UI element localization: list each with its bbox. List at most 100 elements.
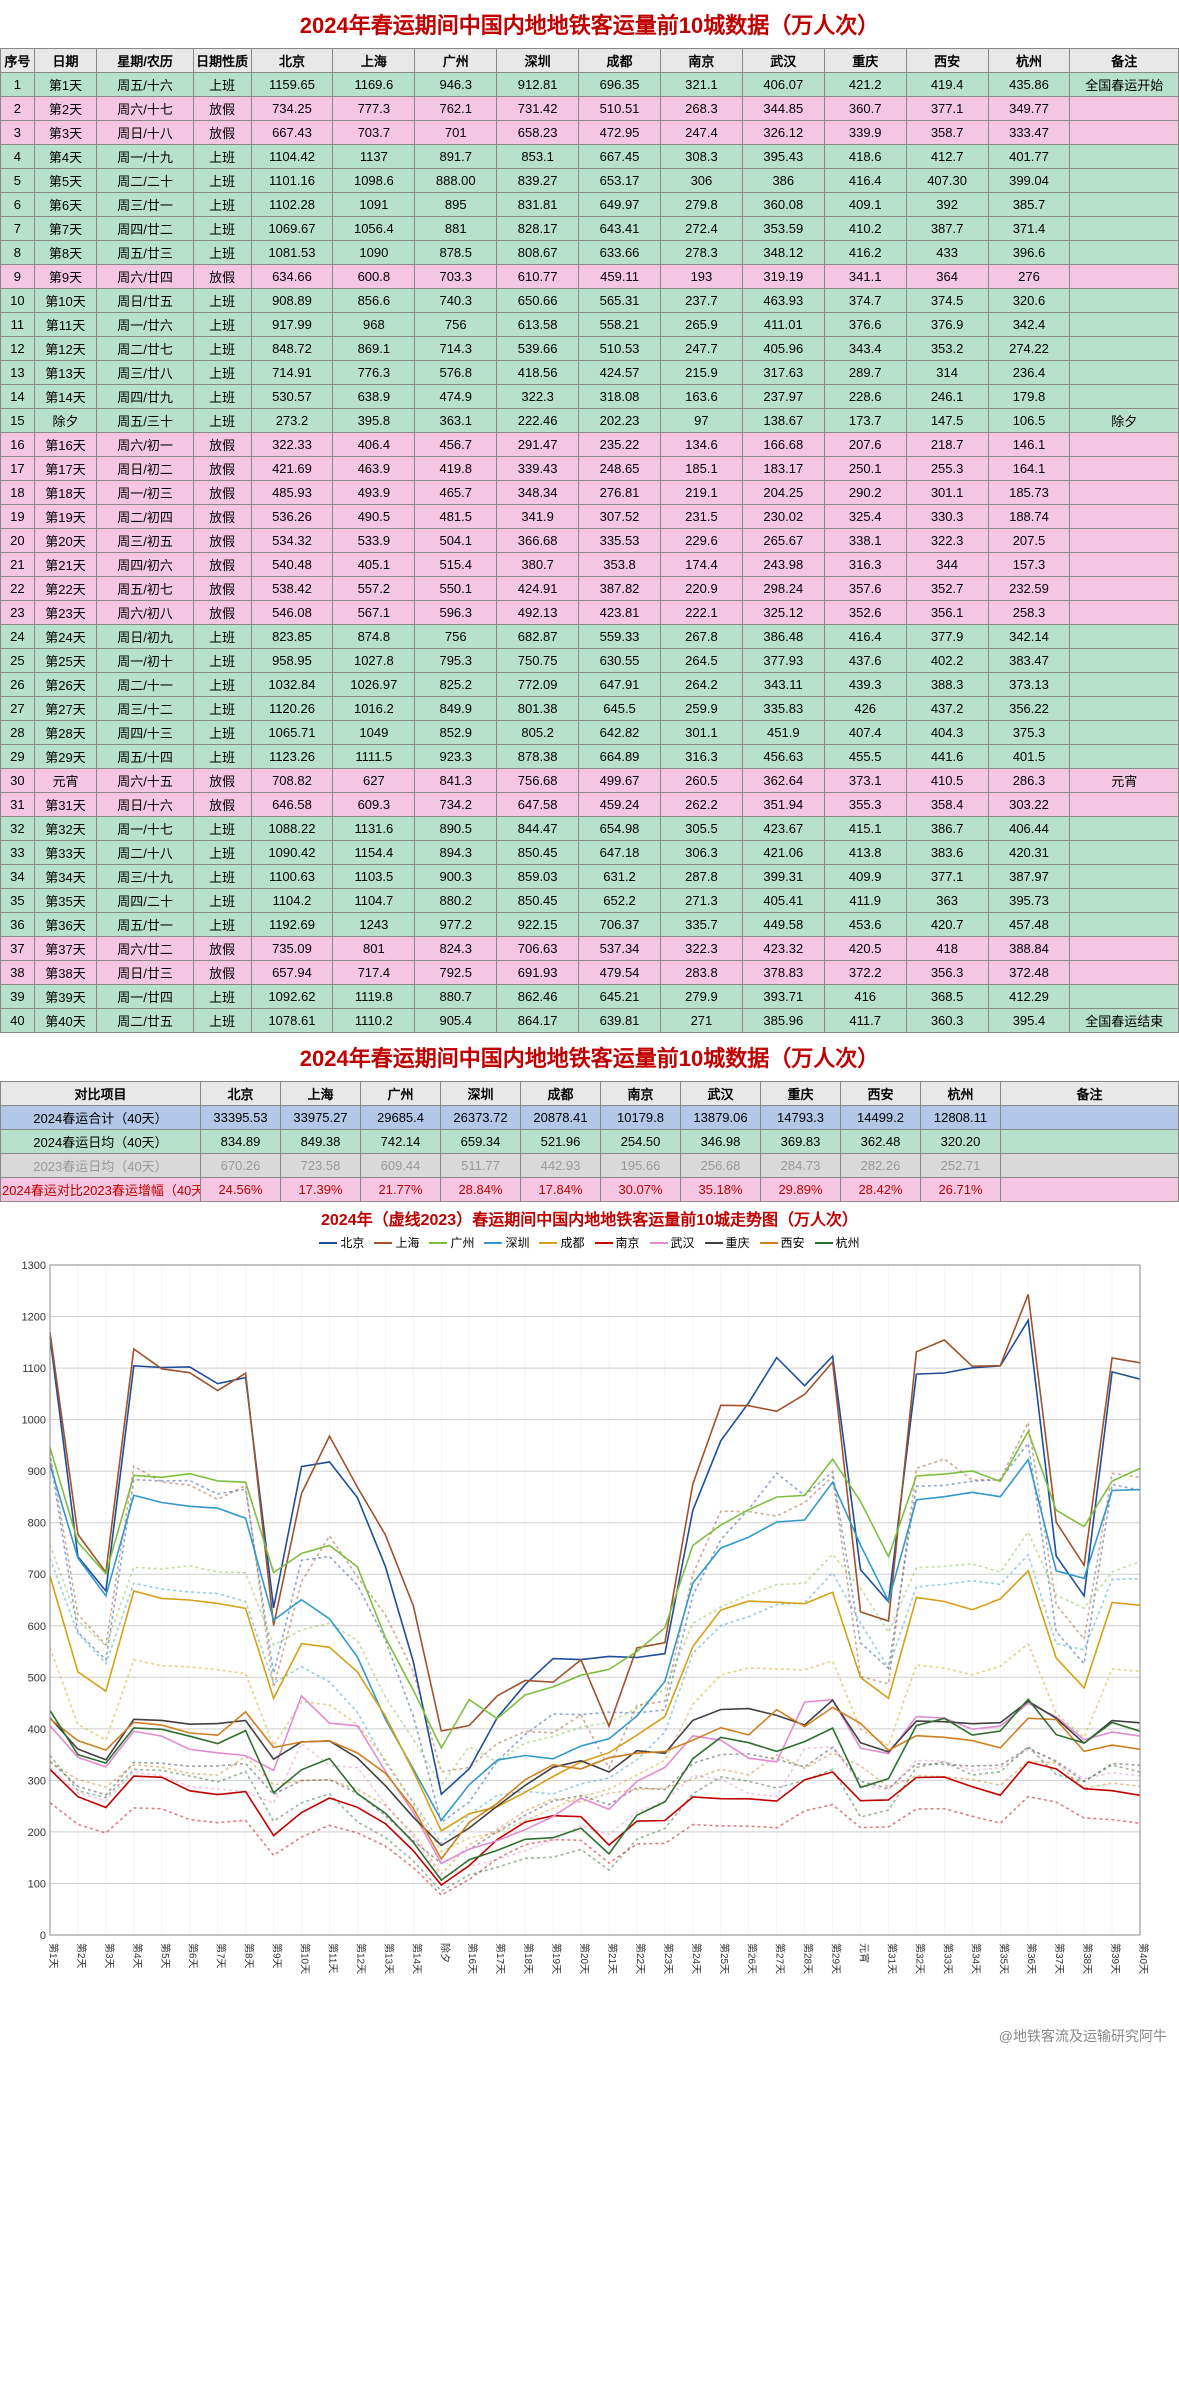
- col-header: 日期: [34, 49, 97, 73]
- table-row: 30元宵周六/十五放假708.82627841.3756.68499.67260…: [1, 769, 1179, 793]
- col-header: 深圳: [441, 1082, 521, 1106]
- main-title: 2024年春运期间中国内地地铁客运量前10城数据（万人次）: [0, 0, 1179, 48]
- col-header: 对比项目: [1, 1082, 201, 1106]
- chart-svg: 0100200300400500600700800900100011001200…: [10, 1255, 1150, 2015]
- col-header: 序号: [1, 49, 35, 73]
- chart-title: 2024年（虚线2023）春运期间中国内地地铁客运量前10城走势图（万人次）: [10, 1206, 1170, 1230]
- summary-title: 2024年春运期间中国内地地铁客运量前10城数据（万人次）: [0, 1033, 1179, 1081]
- col-header: 上海: [281, 1082, 361, 1106]
- svg-text:第39天: 第39天: [1109, 1943, 1122, 1974]
- legend-item: 成都: [539, 1234, 584, 1251]
- table-row: 29第29天周五/十四上班1123.261111.5923.3878.38664…: [1, 745, 1179, 769]
- table-row: 2024春运日均（40天）834.89849.38742.14659.34521…: [1, 1130, 1179, 1154]
- table-row: 37第37天周六/廿二放假735.09801824.3706.63537.343…: [1, 937, 1179, 961]
- table-row: 27第27天周三/十二上班1120.261016.2849.9801.38645…: [1, 697, 1179, 721]
- svg-text:300: 300: [27, 1775, 45, 1787]
- table-row: 2024春运合计（40天）33395.5333975.2729685.42637…: [1, 1106, 1179, 1130]
- col-header: 杭州: [921, 1082, 1001, 1106]
- svg-text:1300: 1300: [21, 1260, 45, 1272]
- table-row: 40第40天周二/廿五上班1078.611110.2905.4864.17639…: [1, 1009, 1179, 1033]
- table-row: 21第21天周四/初六放假540.48405.1515.4380.7353.81…: [1, 553, 1179, 577]
- table-row: 4第4天周一/十九上班1104.421137891.7853.1667.4530…: [1, 145, 1179, 169]
- table-row: 36第36天周五/廿一上班1192.691243977.2922.15706.3…: [1, 913, 1179, 937]
- col-header: 武汉: [681, 1082, 761, 1106]
- legend-item: 杭州: [815, 1234, 860, 1251]
- svg-text:第12天: 第12天: [354, 1943, 367, 1974]
- svg-text:第26天: 第26天: [745, 1943, 758, 1974]
- svg-text:第28天: 第28天: [801, 1943, 814, 1974]
- table-row: 34第34天周三/十九上班1100.631103.5900.3859.03631…: [1, 865, 1179, 889]
- svg-text:第24天: 第24天: [689, 1943, 702, 1974]
- svg-text:600: 600: [27, 1621, 45, 1633]
- table-row: 16第16天周六/初一放假322.33406.4456.7291.47235.2…: [1, 433, 1179, 457]
- table-row: 26第26天周二/十一上班1032.841026.97825.2772.0964…: [1, 673, 1179, 697]
- svg-text:除夕: 除夕: [438, 1943, 451, 1963]
- col-header: 星期/农历: [97, 49, 193, 73]
- legend-item: 西安: [760, 1234, 805, 1251]
- table-row: 1第1天周五/十六上班1159.651169.6946.3912.81696.3…: [1, 73, 1179, 97]
- svg-text:1100: 1100: [22, 1363, 46, 1375]
- svg-text:第29天: 第29天: [829, 1943, 842, 1974]
- table-row: 35第35天周四/二十上班1104.21104.7880.2850.45652.…: [1, 889, 1179, 913]
- svg-text:200: 200: [27, 1827, 45, 1839]
- col-header: 北京: [201, 1082, 281, 1106]
- col-header: 广州: [415, 49, 497, 73]
- table-row: 23第23天周六/初八放假546.08567.1596.3492.13423.8…: [1, 601, 1179, 625]
- svg-text:第20天: 第20天: [578, 1943, 591, 1974]
- svg-text:第32天: 第32天: [913, 1943, 926, 1974]
- legend-item: 北京: [319, 1234, 364, 1251]
- svg-text:第10天: 第10天: [298, 1943, 311, 1974]
- table-row: 17第17天周日/初二放假421.69463.9419.8339.43248.6…: [1, 457, 1179, 481]
- table-row: 32第32天周一/十七上班1088.221131.6890.5844.47654…: [1, 817, 1179, 841]
- svg-text:第25天: 第25天: [717, 1943, 730, 1974]
- table-row: 2023春运日均（40天）670.26723.58609.44511.77442…: [1, 1154, 1179, 1178]
- svg-text:1000: 1000: [21, 1415, 45, 1427]
- table-row: 11第11天周一/廿六上班917.99968756613.58558.21265…: [1, 313, 1179, 337]
- col-header: 杭州: [988, 49, 1070, 73]
- svg-text:900: 900: [27, 1466, 45, 1478]
- svg-text:第11天: 第11天: [326, 1943, 339, 1973]
- svg-text:第4天: 第4天: [130, 1943, 143, 1969]
- svg-text:第31天: 第31天: [885, 1943, 898, 1974]
- svg-text:第9天: 第9天: [270, 1943, 283, 1969]
- svg-text:500: 500: [27, 1672, 45, 1684]
- svg-text:第7天: 第7天: [214, 1943, 227, 1969]
- col-header: 日期性质: [193, 49, 251, 73]
- svg-text:第19天: 第19天: [550, 1943, 563, 1974]
- col-header: 重庆: [761, 1082, 841, 1106]
- table-row: 14第14天周四/廿九上班530.57638.9474.9322.3318.08…: [1, 385, 1179, 409]
- svg-text:第33天: 第33天: [941, 1943, 954, 1974]
- table-row: 5第5天周二/二十上班1101.161098.6888.00839.27653.…: [1, 169, 1179, 193]
- table-row: 6第6天周三/廿一上班1102.281091895831.81649.97279…: [1, 193, 1179, 217]
- table-row: 20第20天周三/初五放假534.32533.9504.1366.68335.5…: [1, 529, 1179, 553]
- col-header: 北京: [251, 49, 333, 73]
- footer-credit: @地铁客流及运输研究阿牛: [0, 2020, 1179, 2052]
- svg-text:第16天: 第16天: [466, 1943, 479, 1974]
- svg-text:第38天: 第38天: [1081, 1943, 1094, 1974]
- table-row: 15除夕周五/三十上班273.2395.8363.1222.46202.2397…: [1, 409, 1179, 433]
- svg-text:第21天: 第21天: [605, 1943, 618, 1974]
- svg-text:第23天: 第23天: [661, 1943, 674, 1974]
- svg-text:第27天: 第27天: [773, 1943, 786, 1974]
- daily-table: 序号日期星期/农历日期性质北京上海广州深圳成都南京武汉重庆西安杭州备注 1第1天…: [0, 48, 1179, 1033]
- svg-text:100: 100: [27, 1878, 45, 1890]
- legend-item: 南京: [595, 1234, 640, 1251]
- table-row: 24第24天周日/初九上班823.85874.8756682.87559.332…: [1, 625, 1179, 649]
- svg-text:第1天: 第1天: [47, 1943, 60, 1969]
- col-header: 西安: [841, 1082, 921, 1106]
- table-row: 12第12天周二/廿七上班848.72869.1714.3539.66510.5…: [1, 337, 1179, 361]
- svg-text:第37天: 第37天: [1053, 1943, 1066, 1974]
- svg-text:800: 800: [27, 1518, 45, 1530]
- table-row: 13第13天周三/廿八上班714.91776.3576.8418.56424.5…: [1, 361, 1179, 385]
- svg-text:第22天: 第22天: [633, 1943, 646, 1974]
- legend-item: 武汉: [650, 1234, 695, 1251]
- svg-text:第17天: 第17天: [494, 1943, 507, 1974]
- col-header: 广州: [361, 1082, 441, 1106]
- svg-text:第14天: 第14天: [410, 1943, 423, 1974]
- table-row: 31第31天周日/十六放假646.58609.3734.2647.58459.2…: [1, 793, 1179, 817]
- svg-text:700: 700: [27, 1569, 45, 1581]
- svg-text:0: 0: [39, 1930, 45, 1942]
- svg-text:元宵: 元宵: [857, 1943, 870, 1963]
- col-header: 备注: [1001, 1082, 1179, 1106]
- svg-text:第35天: 第35天: [997, 1943, 1010, 1974]
